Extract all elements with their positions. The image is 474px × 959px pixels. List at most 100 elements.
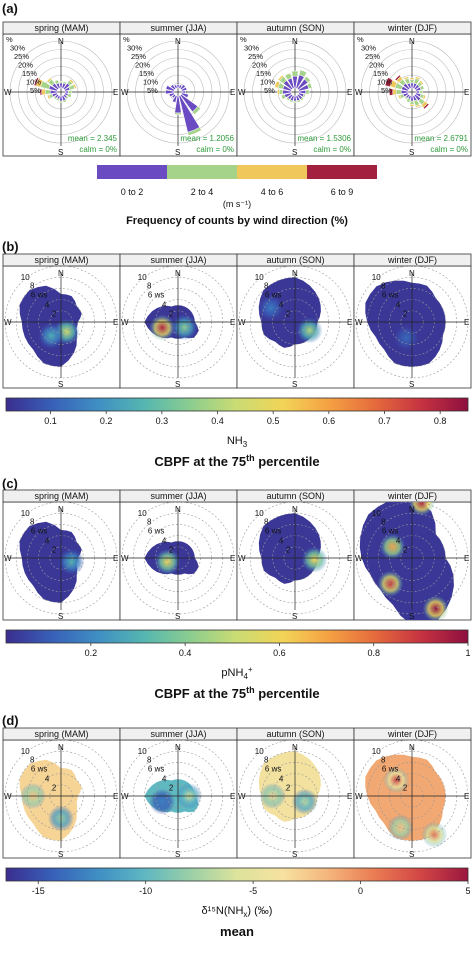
windrose-petal [53,96,57,100]
windrose-petal [397,94,402,100]
colorbar: -15 -10 -5 0 5 δ¹⁵N(NHx) (‰) mean [5,867,471,939]
compass-n: N [292,505,298,514]
windrose-petal [415,90,420,94]
ws-ring-label: 2 [286,545,291,554]
calm-label: calm = 0% [430,145,468,154]
ws-ring-label: 6 ws [31,290,47,299]
ws-ring-label: 8 [381,518,386,527]
compass-s: S [58,148,63,157]
windrose-petal [191,105,201,115]
calm-label: calm = 0% [79,145,117,154]
season-label: autumn (SON) [266,729,324,739]
compass-n: N [409,269,415,278]
colorbar-tick-label: 0 [358,886,363,896]
ws-ring-label: 4 [45,537,50,546]
windrose-petal [41,88,46,96]
compass-w: W [4,554,12,563]
windrose-petal [278,89,283,95]
windrose-petal [418,80,424,86]
windrose-petal [303,76,311,84]
panel-letter: (c) [2,476,18,491]
ws-ring-label: 8 [381,756,386,765]
ws-ring-label: 10 [255,509,264,518]
ws-ring-label: 4 [45,775,50,784]
calm-label: calm = 0% [313,145,351,154]
colorbar-rect [5,629,469,644]
season-label: spring (MAM) [34,255,88,265]
ws-ring-label: 2 [169,309,174,318]
windrose-petal [178,84,183,89]
freq-tick-label: 10% [260,78,275,87]
ws-ring-label: 8 [264,756,269,765]
colorbar-tick-label: 0.2 [85,648,98,658]
freq-tick-label: % [357,35,364,44]
windrose-petal [409,79,415,84]
season-label: autumn (SON) [266,23,324,33]
windrose-petal [419,90,424,94]
compass-n: N [58,505,64,514]
compass-w: W [121,554,129,563]
colorbar-variable-label: NH3 [227,435,248,449]
ws-ring-label: 2 [403,309,408,318]
colorbar-tick-label: 0.3 [156,416,169,426]
compass-w: W [238,88,246,97]
mean-label: mean = 2.345 [68,134,118,143]
season-label: summer (JJA) [151,491,207,501]
compass-n: N [292,37,298,46]
hotspot [408,502,435,516]
freq-tick-label: 20% [135,61,150,70]
windrose-petal [406,97,411,103]
compass-s: S [58,380,63,389]
ws-ring [121,502,235,615]
panel-letter: (d) [2,713,19,728]
windrose-petal [284,72,292,81]
ws-ring-label: 6 ws [382,290,398,299]
windrose-petal [384,77,393,88]
compass-e: E [464,792,469,801]
windrose-petal [409,100,415,105]
colorbar-tick-label: 0.1 [44,416,57,426]
ws-ring [355,740,469,853]
freq-tick-label: 15% [22,69,37,78]
compass-s: S [175,612,180,621]
ws-ring-label: 10 [21,273,30,282]
freq-tick-label: % [123,35,130,44]
ws-ring [238,266,352,379]
ws-ring-label: 10 [255,273,264,282]
ws-ring-label: 6 ws [31,526,47,535]
compass-n: N [292,743,298,752]
mean-label: mean = 1.5306 [297,134,351,143]
legend-title: Frequency of counts by wind direction (%… [126,215,348,227]
subplot-frame [2,33,121,157]
ws-ring-label: 2 [286,783,291,792]
ws-ring-label: 10 [21,509,30,518]
hotspot [171,314,198,341]
compass-w: W [121,88,129,97]
hotspot [149,788,176,815]
windrose-petal [409,104,415,107]
freq-tick-label: % [240,35,247,44]
ws-ring-label: 8 [147,756,152,765]
windrose-petal [59,100,63,104]
season-label: winter (DJF) [387,23,437,33]
windrose-petal [64,90,69,94]
ws-ring-label: 10 [138,509,147,518]
season-label: summer (JJA) [151,255,207,265]
polar-clip-group [238,266,352,379]
ws-ring-label: 10 [255,747,264,756]
windrose-petal [409,77,415,80]
windrose-petal [404,96,408,100]
windrose-petal [277,88,280,96]
windrose-petal [165,85,175,92]
colorbar-variable-label: δ¹⁵N(NHx) (‰) [202,905,273,919]
polar-clip-group [4,266,118,379]
windrose-petal [187,126,202,136]
polar-clip-group [121,502,235,615]
compass-w: W [4,318,12,327]
compass-w: W [238,792,246,801]
compass-w: W [355,318,363,327]
hotspot [393,324,420,351]
